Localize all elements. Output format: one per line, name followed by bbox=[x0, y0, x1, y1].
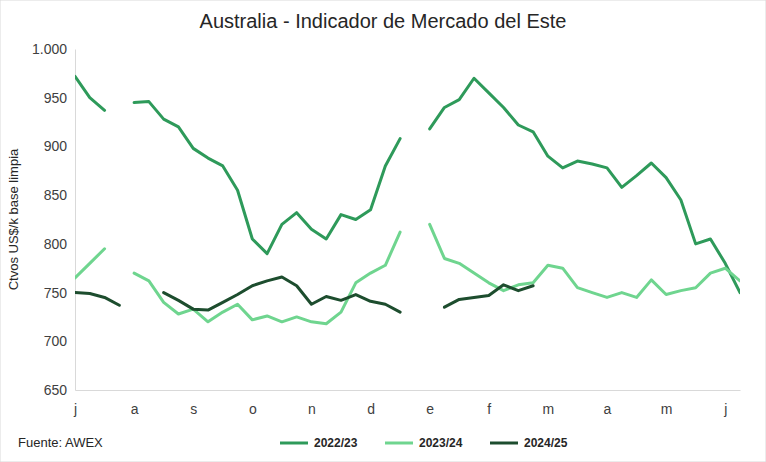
x-tick-label: m bbox=[661, 401, 673, 417]
plot-area bbox=[75, 76, 740, 323]
y-axis-line bbox=[75, 50, 76, 391]
legend-item: 2022/23 bbox=[280, 436, 358, 450]
y-tick-label: 700 bbox=[44, 333, 68, 349]
legend-swatch bbox=[490, 442, 518, 445]
y-tick: 1.000 bbox=[32, 41, 75, 57]
legend-item: 2023/24 bbox=[385, 436, 463, 450]
y-axis-title: Ctvos US$/k base limpia bbox=[6, 148, 21, 290]
x-tick-label: n bbox=[308, 401, 316, 417]
y-tick-label: 750 bbox=[44, 285, 68, 301]
y-tick: 750 bbox=[44, 285, 75, 301]
x-tick-label: a bbox=[131, 401, 139, 417]
x-tick: s bbox=[190, 390, 197, 417]
x-tick: f bbox=[487, 390, 491, 417]
series-line bbox=[75, 277, 533, 312]
x-tick-label: e bbox=[426, 401, 434, 417]
x-tick: j bbox=[723, 390, 727, 417]
x-tick-label: d bbox=[367, 401, 375, 417]
y-tick: 950 bbox=[44, 90, 75, 106]
legend-swatch bbox=[385, 442, 413, 445]
y-tick-label: 950 bbox=[44, 90, 68, 106]
series-line bbox=[75, 224, 740, 323]
y-tick: 650 bbox=[44, 382, 75, 398]
legend-swatch bbox=[280, 442, 308, 445]
chart-svg: 650 700 750 800 850 900 950 1.000 j a s o n d e f m a m j Au… bbox=[0, 0, 766, 462]
x-tick-label: j bbox=[73, 401, 77, 417]
legend-label: 2022/23 bbox=[314, 436, 358, 450]
x-tick: a bbox=[131, 390, 139, 417]
legend: 2022/23 2023/24 2024/25 bbox=[280, 436, 568, 450]
x-tick: e bbox=[426, 390, 434, 417]
x-tick: m bbox=[543, 390, 555, 417]
x-tick: a bbox=[604, 390, 612, 417]
y-tick: 800 bbox=[44, 236, 75, 252]
title: Australia - Indicador de Mercado del Est… bbox=[200, 10, 567, 32]
x-axis-line bbox=[76, 390, 741, 391]
x-tick-label: o bbox=[249, 401, 257, 417]
x-axis: jasondefmamj bbox=[73, 390, 741, 417]
y-tick-label: 1.000 bbox=[32, 41, 67, 57]
chart-container: 650 700 750 800 850 900 950 1.000 j a s o n d e f m a m j Au… bbox=[0, 0, 766, 462]
x-tick-label: s bbox=[190, 401, 197, 417]
y-axis: 650 700 750 800 850 900 950 1.000 bbox=[32, 41, 76, 398]
background bbox=[0, 0, 766, 462]
y-tick-label: 650 bbox=[44, 382, 68, 398]
x-tick-label: a bbox=[604, 401, 612, 417]
source: Fuente: AWEX bbox=[18, 435, 103, 450]
y-tick-label: 850 bbox=[44, 187, 68, 203]
x-tick-label: j bbox=[723, 401, 727, 417]
y-tick-label: 800 bbox=[44, 236, 68, 252]
x-tick-label: m bbox=[543, 401, 555, 417]
legend-item: 2024/25 bbox=[490, 436, 568, 450]
legend-label: 2023/24 bbox=[419, 436, 463, 450]
series-line bbox=[75, 76, 740, 292]
x-tick-label: f bbox=[487, 401, 491, 417]
x-tick: n bbox=[308, 390, 316, 417]
x-tick: m bbox=[661, 390, 673, 417]
x-tick: d bbox=[367, 390, 375, 417]
legend-label: 2024/25 bbox=[524, 436, 568, 450]
y-tick-label: 900 bbox=[44, 138, 68, 154]
x-tick: j bbox=[73, 390, 77, 417]
x-tick: o bbox=[249, 390, 257, 417]
y-tick: 900 bbox=[44, 138, 75, 154]
y-tick: 850 bbox=[44, 187, 75, 203]
y-tick: 700 bbox=[44, 333, 75, 349]
